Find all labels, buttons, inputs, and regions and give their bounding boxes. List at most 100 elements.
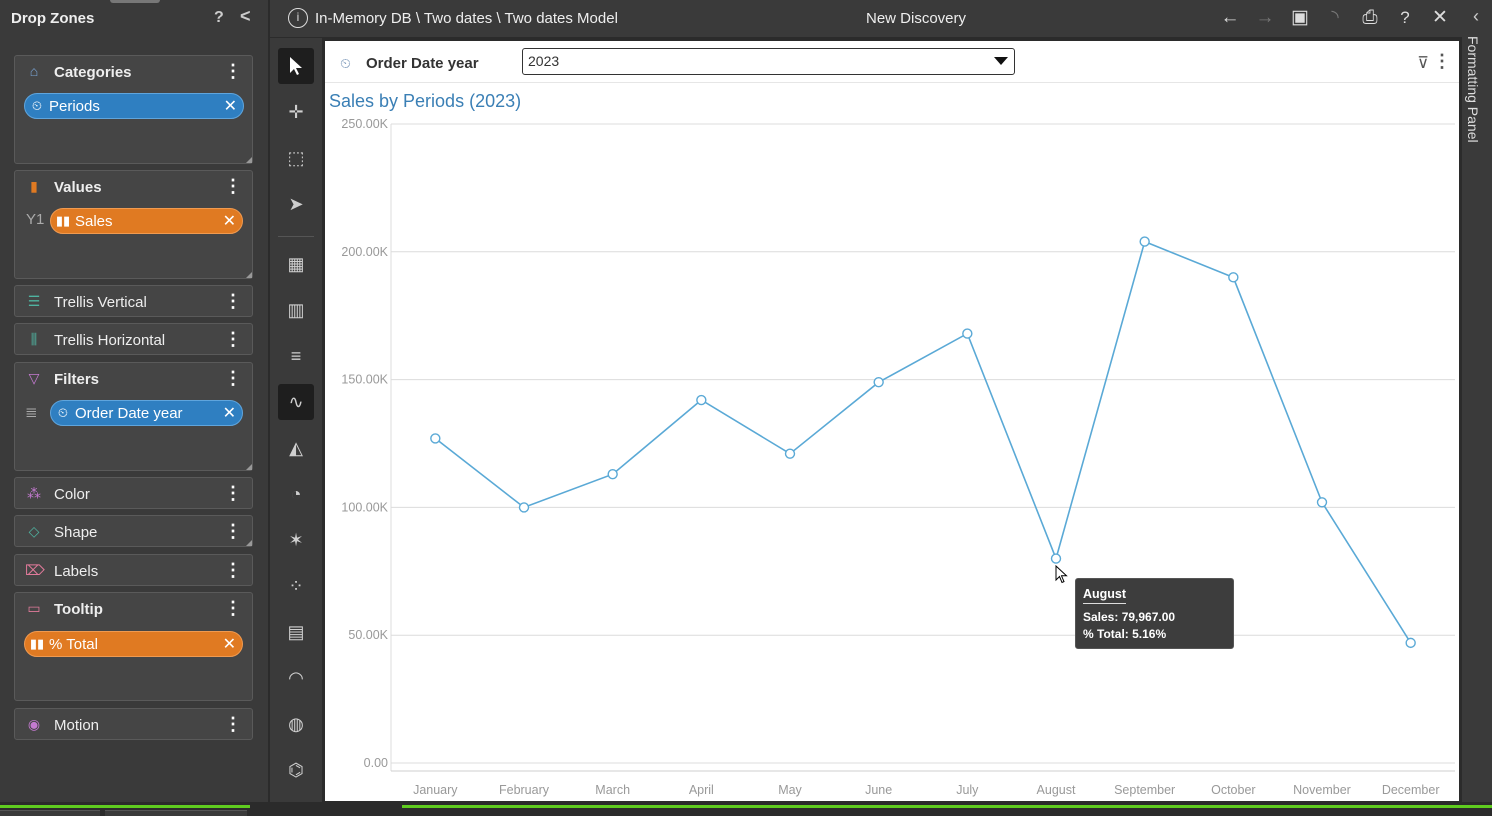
zone-menu-icon[interactable]: ⋮ — [224, 714, 242, 734]
radar-chart-icon[interactable]: ✶ — [288, 529, 304, 550]
resize-handle[interactable] — [246, 540, 252, 546]
bar-chart-icon[interactable]: ≡ — [290, 345, 302, 366]
filter-check-icon[interactable]: ⊽ — [1417, 55, 1429, 72]
zone-trellis-vertical[interactable]: ☰ Trellis Vertical ⋮ — [14, 285, 253, 317]
data-point-march[interactable] — [607, 468, 618, 480]
zone-color[interactable]: ⁂ Color ⋮ — [14, 477, 253, 509]
resize-handle[interactable] — [246, 272, 252, 278]
data-point-february[interactable] — [518, 502, 530, 513]
gauge-icon[interactable]: ◠ — [288, 667, 304, 688]
zone-motion[interactable]: ◉ Motion ⋮ — [14, 708, 253, 740]
x-tick-label: November — [1293, 783, 1351, 797]
map-globe-icon[interactable]: ◍ — [288, 713, 304, 734]
zone-trellis-horizontal[interactable]: ⫼ Trellis Horizontal ⋮ — [14, 323, 253, 355]
zone-menu-icon[interactable]: ⋮ — [224, 598, 242, 618]
collapse-panel-icon[interactable]: < — [240, 6, 251, 26]
zone-menu-icon[interactable]: ⋮ — [224, 61, 242, 81]
pan-icon[interactable]: ✛ — [288, 101, 304, 122]
tooltip-sales: Sales: 79,967.00 — [1083, 610, 1176, 624]
lasso-select-icon[interactable]: ⬚ — [287, 147, 305, 168]
zone-menu-icon[interactable]: ⋮ — [224, 368, 242, 388]
area-chart-icon[interactable]: ◭ — [289, 437, 303, 458]
palette-icon: ⁂ — [27, 485, 41, 501]
data-point-july[interactable] — [962, 328, 973, 339]
data-point-may[interactable] — [784, 448, 796, 459]
column-chart-icon[interactable]: ▥ — [287, 299, 305, 320]
x-tick-label: February — [499, 783, 550, 797]
drill-cursor-icon[interactable]: ➤ — [288, 193, 304, 214]
page-tab[interactable] — [0, 810, 100, 816]
zone-title-motion: Motion — [54, 717, 100, 734]
y-axis-label: Y1 — [26, 211, 45, 228]
scatter-chart-icon[interactable]: ⁘ — [288, 575, 304, 596]
data-point-october[interactable] — [1228, 272, 1239, 283]
help-icon[interactable]: ? — [214, 9, 224, 26]
data-point-april[interactable] — [696, 394, 707, 406]
zone-tooltip[interactable]: ▭ Tooltip ⋮ ▮▮ % Total ✕ — [14, 592, 253, 701]
print-icon[interactable]: ⎙ — [1362, 7, 1378, 28]
pill-percent-total[interactable]: ▮▮ % Total ✕ — [24, 631, 243, 657]
line-chart-icon[interactable]: ∿ — [278, 384, 314, 420]
formatting-panel[interactable]: ‹ Formatting Panel — [1462, 0, 1492, 802]
zone-categories[interactable]: ⌂ Categories ⋮ ⏲ Periods ✕ — [14, 55, 253, 164]
rss-icon[interactable]: ◝ — [1331, 7, 1339, 28]
resize-handle[interactable] — [246, 464, 252, 470]
page-tab[interactable] — [105, 810, 247, 816]
mouse-cursor-icon — [1055, 565, 1068, 584]
pill-order-date-year[interactable]: ⏲ Order Date year ✕ — [50, 400, 243, 426]
table-icon[interactable]: ▦ — [287, 253, 305, 274]
date-hierarchy-icon: ⏲ — [57, 405, 69, 420]
data-point-august[interactable] — [1050, 553, 1062, 564]
more-options-icon[interactable]: ⋮ — [1433, 51, 1451, 71]
zone-menu-icon[interactable]: ⋮ — [224, 329, 242, 349]
expand-panel-icon[interactable]: ‹ — [1473, 6, 1479, 26]
zone-menu-icon[interactable]: ⋮ — [224, 560, 242, 580]
bar-chart-icon: ▮ — [30, 178, 38, 194]
year-select[interactable]: 2023 — [522, 48, 1015, 75]
line-chart: 0.00 50.00K 100.00K 150.00K 200.00K 250.00K J… — [341, 117, 1455, 797]
zone-menu-icon[interactable]: ⋮ — [224, 176, 242, 196]
remove-icon[interactable]: ✕ — [222, 636, 236, 653]
data-point-november[interactable] — [1316, 497, 1328, 508]
data-point-january[interactable] — [430, 433, 441, 444]
remove-icon[interactable]: ✕ — [222, 405, 236, 422]
separator — [278, 236, 314, 237]
formatting-panel-label: Formatting Panel — [1465, 36, 1481, 143]
custom-visual-icon[interactable]: ⌬ — [288, 759, 304, 780]
x-tick-label: March — [595, 783, 630, 797]
forward-arrow-icon[interactable]: → — [1255, 7, 1275, 28]
zone-menu-icon[interactable]: ⋮ — [224, 483, 242, 503]
shape-icon: ◇ — [28, 523, 40, 539]
zone-values[interactable]: ▮ Values ⋮ Y1 ▮▮ Sales ✕ — [14, 170, 253, 279]
panel-drag-handle[interactable] — [110, 0, 160, 3]
data-point-september[interactable] — [1139, 236, 1150, 247]
pill-sales[interactable]: ▮▮ Sales ✕ — [50, 208, 243, 234]
measure-icon: ▮▮ — [55, 213, 71, 228]
zone-filters[interactable]: ▽ Filters ⋮ ≣ ⏲ Order Date year ✕ — [14, 362, 253, 471]
help-icon[interactable]: ? — [1400, 8, 1410, 27]
info-icon[interactable]: i — [288, 8, 308, 28]
remove-icon[interactable]: ✕ — [222, 213, 236, 230]
remove-icon[interactable]: ✕ — [223, 98, 237, 115]
data-points — [430, 236, 1416, 649]
pill-label: Order Date year — [75, 404, 183, 422]
x-tick-label: August — [1037, 783, 1076, 797]
pill-label: Sales — [75, 212, 113, 230]
treemap-icon[interactable]: ▤ — [287, 621, 305, 642]
close-icon[interactable]: ✕ — [1432, 7, 1448, 28]
zone-menu-icon[interactable]: ⋮ — [224, 291, 242, 311]
zone-shape[interactable]: ◇ Shape ⋮ — [14, 515, 253, 547]
filter-list-icon[interactable]: ≣ — [25, 404, 38, 421]
zone-menu-icon[interactable]: ⋮ — [224, 521, 242, 541]
zone-labels[interactable]: ⌦ Labels ⋮ — [14, 554, 253, 586]
pie-chart-icon[interactable]: ◔ — [290, 483, 302, 504]
data-point-june[interactable] — [873, 376, 884, 388]
resize-handle[interactable] — [246, 157, 252, 163]
data-point-december[interactable] — [1405, 637, 1416, 649]
select-cursor-icon[interactable] — [278, 48, 314, 84]
date-hierarchy-icon: ⏲ — [31, 98, 43, 113]
save-icon[interactable]: ▣ — [1291, 7, 1309, 28]
zone-title-categories: Categories — [54, 64, 132, 81]
pill-periods[interactable]: ⏲ Periods ✕ — [24, 93, 244, 119]
back-arrow-icon[interactable]: ← — [1220, 7, 1240, 28]
